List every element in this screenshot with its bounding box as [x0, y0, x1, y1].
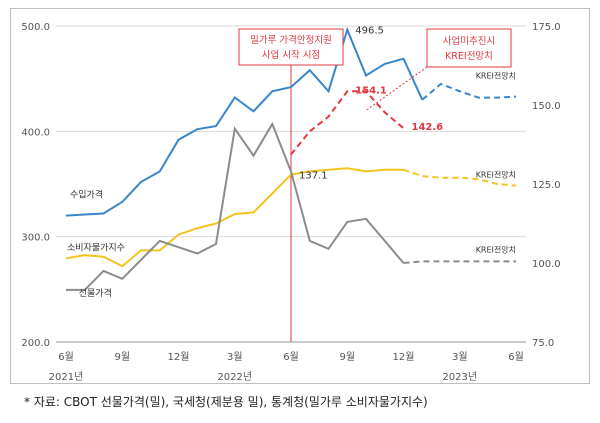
- source-note: * 자료: CBOT 선물가격(밀), 국세청(제분용 밀), 통계청(밀가루 …: [24, 395, 428, 409]
- forecast-label: KREI전망치: [476, 71, 516, 81]
- x-tick-label: 12월: [393, 351, 415, 363]
- forecast-label: KREI전망치: [476, 170, 516, 180]
- x-tick-label: 6월: [508, 351, 524, 363]
- series-label: 수입가격: [70, 189, 103, 201]
- right-axis-tick-label: 75.0: [532, 338, 554, 349]
- data-label: 137.1: [299, 171, 328, 182]
- x-tick-label: 12월: [168, 351, 190, 363]
- left-axis-tick-label: 500.0: [21, 22, 50, 33]
- x-tick-label: 3월: [452, 351, 468, 363]
- forecast-line-선물가격: [403, 260, 516, 264]
- year-label: 2023년: [442, 371, 477, 383]
- left-axis-tick-label: 200.0: [21, 338, 50, 349]
- right-axis-tick-label: 150.0: [532, 101, 561, 112]
- policy-annotation-line2: 사업 시작 시점: [262, 49, 320, 61]
- no-project-annotation-box: [426, 28, 512, 68]
- x-tick-label: 3월: [227, 351, 243, 363]
- chart-frame: 200.0 300.0 400.0 500.0 75.0 100.0 125.0 150.0 1…: [10, 8, 590, 384]
- policy-annotation-box: [238, 28, 344, 66]
- no-project-pointer: [365, 66, 428, 111]
- forecast-line-소비자물가지수: [403, 168, 517, 187]
- series-line-선물가격: [66, 121, 405, 291]
- x-tick-label: 9월: [114, 351, 130, 363]
- no-project-annotation-line1: 사업미추진시: [443, 35, 495, 47]
- right-axis-tick-label: 125.0: [532, 180, 561, 191]
- x-tick-label: 6월: [283, 351, 299, 363]
- forecast-line-사업미추진시-KREI전망치: [290, 90, 405, 156]
- no-project-annotation-line2: KREI전망치: [445, 50, 493, 62]
- year-label: 2022년: [217, 371, 252, 383]
- policy-annotation-line1: 밀가루 가격안정지원: [250, 34, 332, 46]
- right-axis-tick-label: 100.0: [532, 259, 561, 270]
- right-axis-tick-label: 175.0: [532, 22, 561, 33]
- x-tick-label: 9월: [339, 351, 355, 363]
- series-line-수입가격: [65, 26, 424, 217]
- left-axis-tick-label: 300.0: [21, 233, 50, 244]
- year-label: 2021년: [49, 371, 84, 383]
- forecast-label: KREI전망치: [476, 244, 516, 254]
- left-axis-tick-label: 400.0: [21, 127, 50, 138]
- data-label: 142.6: [412, 122, 444, 133]
- data-label: 154.1: [355, 85, 387, 96]
- wheat-price-chart: 200.0 300.0 400.0 500.0 75.0 100.0 125.0 150.0 1…: [21, 22, 561, 383]
- series-label: 소비자물가지수: [67, 242, 125, 253]
- forecast-line-수입가격: [421, 82, 517, 101]
- series-line-소비자물가지수: [65, 167, 404, 268]
- data-label: 496.5: [355, 26, 384, 37]
- x-tick-label: 6월: [58, 351, 74, 363]
- series-label: 선물가격: [79, 287, 112, 299]
